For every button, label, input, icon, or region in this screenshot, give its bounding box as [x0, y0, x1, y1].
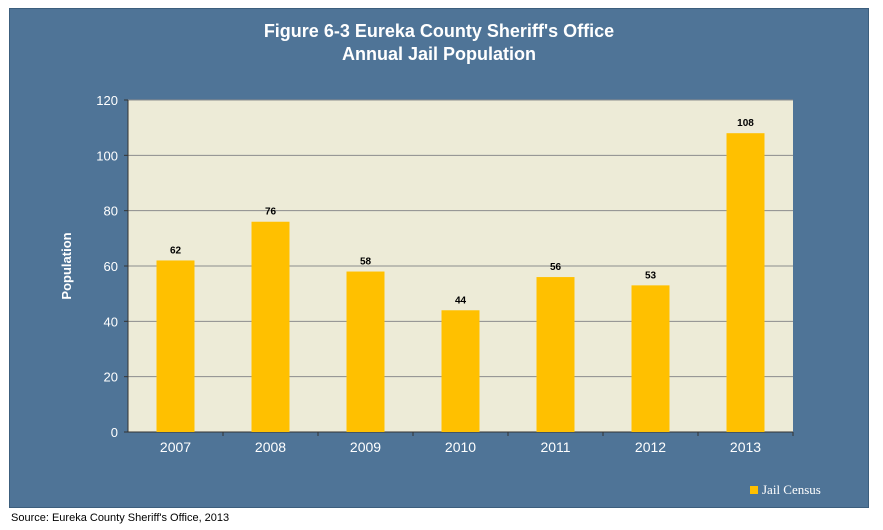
y-tick-label: 80: [104, 204, 118, 219]
data-label-2012: 53: [645, 270, 657, 281]
x-tick-labels: 2007 2008 2009 2010 2011 2012 2013: [160, 439, 761, 455]
y-tick-label: 60: [104, 259, 118, 274]
gridlines: [124, 99, 794, 436]
chart-title-line-1: Figure 6-3 Eureka County Sheriff's Offic…: [263, 21, 615, 41]
legend-swatch: [750, 486, 758, 494]
source-note: Source: Eureka County Sheriff's Office, …: [11, 512, 230, 524]
data-labels: 62 76 58 44 56 53 108: [170, 118, 754, 306]
data-label-2009: 58: [360, 257, 372, 268]
chart-title-line-2: Annual Jail Population: [341, 44, 536, 64]
data-label-2007: 62: [170, 245, 182, 256]
legend-label: Jail Census: [762, 482, 821, 497]
bars: [156, 133, 765, 432]
data-label-2011: 56: [550, 262, 562, 273]
y-tick-label: 100: [96, 148, 118, 163]
x-tick-label: 2011: [540, 439, 570, 455]
bar-2011: [536, 277, 575, 432]
bar-2009: [346, 271, 385, 432]
data-label-2010: 44: [455, 295, 467, 306]
x-tick-label: 2007: [160, 439, 191, 455]
bar-2007: [156, 260, 195, 432]
x-tick-label: 2013: [730, 439, 761, 455]
legend: Jail Census: [750, 482, 821, 498]
y-tick-labels: 0 20 40 60 80 100 120: [96, 93, 118, 440]
x-tick-label: 2012: [635, 439, 666, 455]
bar-2012: [631, 285, 670, 432]
bar-2010: [441, 310, 480, 432]
y-tick-label: 40: [104, 314, 118, 329]
bar-2008: [251, 221, 290, 432]
chart-title: Figure 6-3 Eureka County Sheriff's Offic…: [9, 20, 869, 66]
y-tick-label: 0: [111, 425, 118, 440]
x-tick-label: 2008: [255, 439, 286, 455]
x-tick-label: 2009: [350, 439, 381, 455]
y-tick-label: 20: [104, 370, 118, 385]
y-tick-label: 120: [96, 93, 118, 108]
data-label-2008: 76: [265, 207, 277, 218]
data-label-2013: 108: [737, 118, 754, 129]
bar-2013: [726, 133, 765, 432]
y-axis-label: Population: [59, 232, 74, 299]
x-tick-label: 2010: [445, 439, 476, 455]
